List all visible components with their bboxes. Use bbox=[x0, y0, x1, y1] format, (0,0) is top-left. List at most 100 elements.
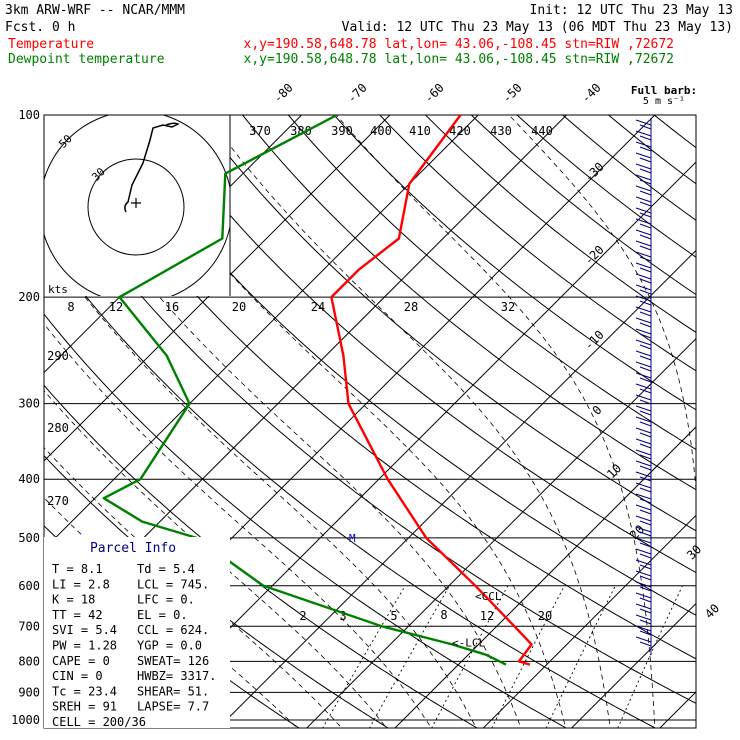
level-marker: <-LCL bbox=[452, 637, 485, 650]
parcel-info-left: PW = 1.28 bbox=[52, 639, 117, 653]
theta-label: 280 bbox=[47, 421, 69, 435]
wind-barb bbox=[635, 295, 652, 306]
isotherm-label: 40 bbox=[702, 601, 722, 621]
parcel-info-left: CAPE = 0 bbox=[52, 654, 110, 668]
init-time: Init: 12 UTC Thu 23 May 13 bbox=[530, 3, 734, 18]
isotherm bbox=[44, 115, 391, 462]
wind-barb bbox=[635, 229, 652, 240]
wind-barb bbox=[635, 328, 652, 339]
mixing-ratio-label: 28 bbox=[404, 300, 418, 314]
hodograph-rings bbox=[44, 115, 230, 296]
mixing-ratio-label: 20 bbox=[232, 300, 246, 314]
wind-barb bbox=[635, 152, 652, 163]
isotherm bbox=[482, 514, 696, 728]
wind-barb bbox=[635, 394, 652, 405]
wind-barb bbox=[635, 207, 652, 218]
wind-barb bbox=[635, 185, 652, 196]
wind-barb bbox=[635, 581, 652, 592]
dry-adiabat bbox=[150, 115, 696, 574]
wind-barb bbox=[635, 438, 652, 449]
theta-label: 270 bbox=[47, 494, 69, 508]
wind-barb bbox=[635, 196, 652, 207]
dry-adiabat bbox=[242, 115, 696, 491]
wind-barb bbox=[635, 427, 652, 438]
wind-barb bbox=[635, 460, 652, 471]
isotherm bbox=[659, 691, 696, 728]
parcel-info-left: SVI = 5.4 bbox=[52, 623, 117, 637]
parcel-info-box bbox=[44, 537, 230, 728]
legend-dewpoint-info: x,y=190.58,648.78 lat,lon= 43.06,-108.45… bbox=[244, 52, 674, 67]
wind-barbs bbox=[635, 118, 652, 655]
wind-barb bbox=[635, 284, 652, 295]
pressure-label: 800 bbox=[18, 654, 40, 668]
parcel-info-right: LAPSE= 7.7 bbox=[137, 700, 209, 714]
wind-barb bbox=[635, 317, 652, 328]
parcel-info-left: LI = 2.8 bbox=[52, 577, 110, 591]
wind-barb bbox=[635, 416, 652, 427]
theta-e-label: 390 bbox=[331, 124, 353, 138]
parcel-info-title: Parcel Info bbox=[90, 541, 176, 556]
isotherm-label: -40 bbox=[579, 81, 604, 106]
mixing-ratio-label: 2 bbox=[299, 609, 306, 623]
barb-legend-unit: 5 m s⁻¹ bbox=[643, 96, 685, 107]
mixing-ratio-label: 12 bbox=[480, 609, 494, 623]
isotherm-label: 0 bbox=[590, 403, 605, 418]
dry-adiabat bbox=[44, 240, 657, 728]
isotherm-label: 10 bbox=[604, 461, 624, 481]
wind-barb bbox=[635, 174, 652, 185]
theta-label: 290 bbox=[47, 349, 69, 363]
theta-e-label: 430 bbox=[490, 124, 512, 138]
level-marker: <CCL bbox=[475, 590, 502, 603]
wind-barb bbox=[635, 559, 652, 570]
hodograph-ring bbox=[87, 158, 185, 256]
theta-e-label: 440 bbox=[531, 124, 553, 138]
moist-adiabat bbox=[44, 136, 522, 728]
wind-barb bbox=[635, 262, 652, 273]
wind-barb bbox=[635, 141, 652, 152]
isotherm-label: -60 bbox=[422, 81, 447, 106]
isotherm-label: -70 bbox=[345, 81, 370, 106]
wind-barb bbox=[635, 218, 652, 229]
mixing-ratio-label: 16 bbox=[165, 300, 179, 314]
wind-barb bbox=[635, 537, 652, 548]
theta-e-label: 380 bbox=[290, 124, 312, 138]
temperature-line bbox=[330, 115, 533, 666]
mixing-ratio-line bbox=[431, 585, 509, 728]
isotherm-label: 30 bbox=[684, 542, 704, 562]
mixing-ratio-line bbox=[491, 585, 565, 728]
moist-adiabat bbox=[44, 241, 477, 728]
pressure-label: 400 bbox=[18, 472, 40, 486]
pressure-label: 1000 bbox=[11, 713, 40, 727]
wind-barb bbox=[635, 361, 652, 372]
model-title: 3km ARW-WRF -- NCAR/MMM bbox=[5, 3, 185, 18]
moist-adiabat bbox=[508, 115, 696, 496]
wind-barb bbox=[635, 273, 652, 284]
pressure-label: 900 bbox=[18, 685, 40, 699]
wind-barb bbox=[635, 119, 652, 130]
isotherm bbox=[0, 115, 37, 733]
parcel-info-left: SREH = 91 bbox=[52, 700, 117, 714]
wind-barb bbox=[635, 482, 652, 493]
wind-barb bbox=[635, 449, 652, 460]
parcel-info-left: T = 8.1 bbox=[52, 562, 103, 576]
dewpoint-line bbox=[102, 115, 507, 666]
wind-barb bbox=[635, 526, 652, 537]
wind-barb bbox=[635, 372, 652, 383]
parcel-info-right: Td = 5.4 bbox=[137, 562, 195, 576]
parcel-info-left: TT = 42 bbox=[52, 608, 103, 622]
parcel-info-right: CCL = 624. bbox=[137, 623, 209, 637]
level-marker: M bbox=[349, 532, 356, 545]
valid-time: Valid: 12 UTC Thu 23 May 13 (06 MDT Thu … bbox=[342, 20, 733, 35]
moist-adiabat bbox=[336, 115, 656, 728]
parcel-info-right: YGP = 0.0 bbox=[137, 639, 202, 653]
forecast-hour: Fcst. 0 h bbox=[5, 20, 75, 35]
mixing-ratio-label: 3 bbox=[339, 609, 346, 623]
dry-adiabat bbox=[516, 115, 696, 258]
level-markers: <CCL <-LCL M bbox=[349, 532, 502, 650]
parcel-info-right: SHEAR= 51. bbox=[137, 684, 209, 698]
pressure-label: 500 bbox=[18, 531, 40, 545]
moist-adiabat bbox=[206, 115, 611, 728]
